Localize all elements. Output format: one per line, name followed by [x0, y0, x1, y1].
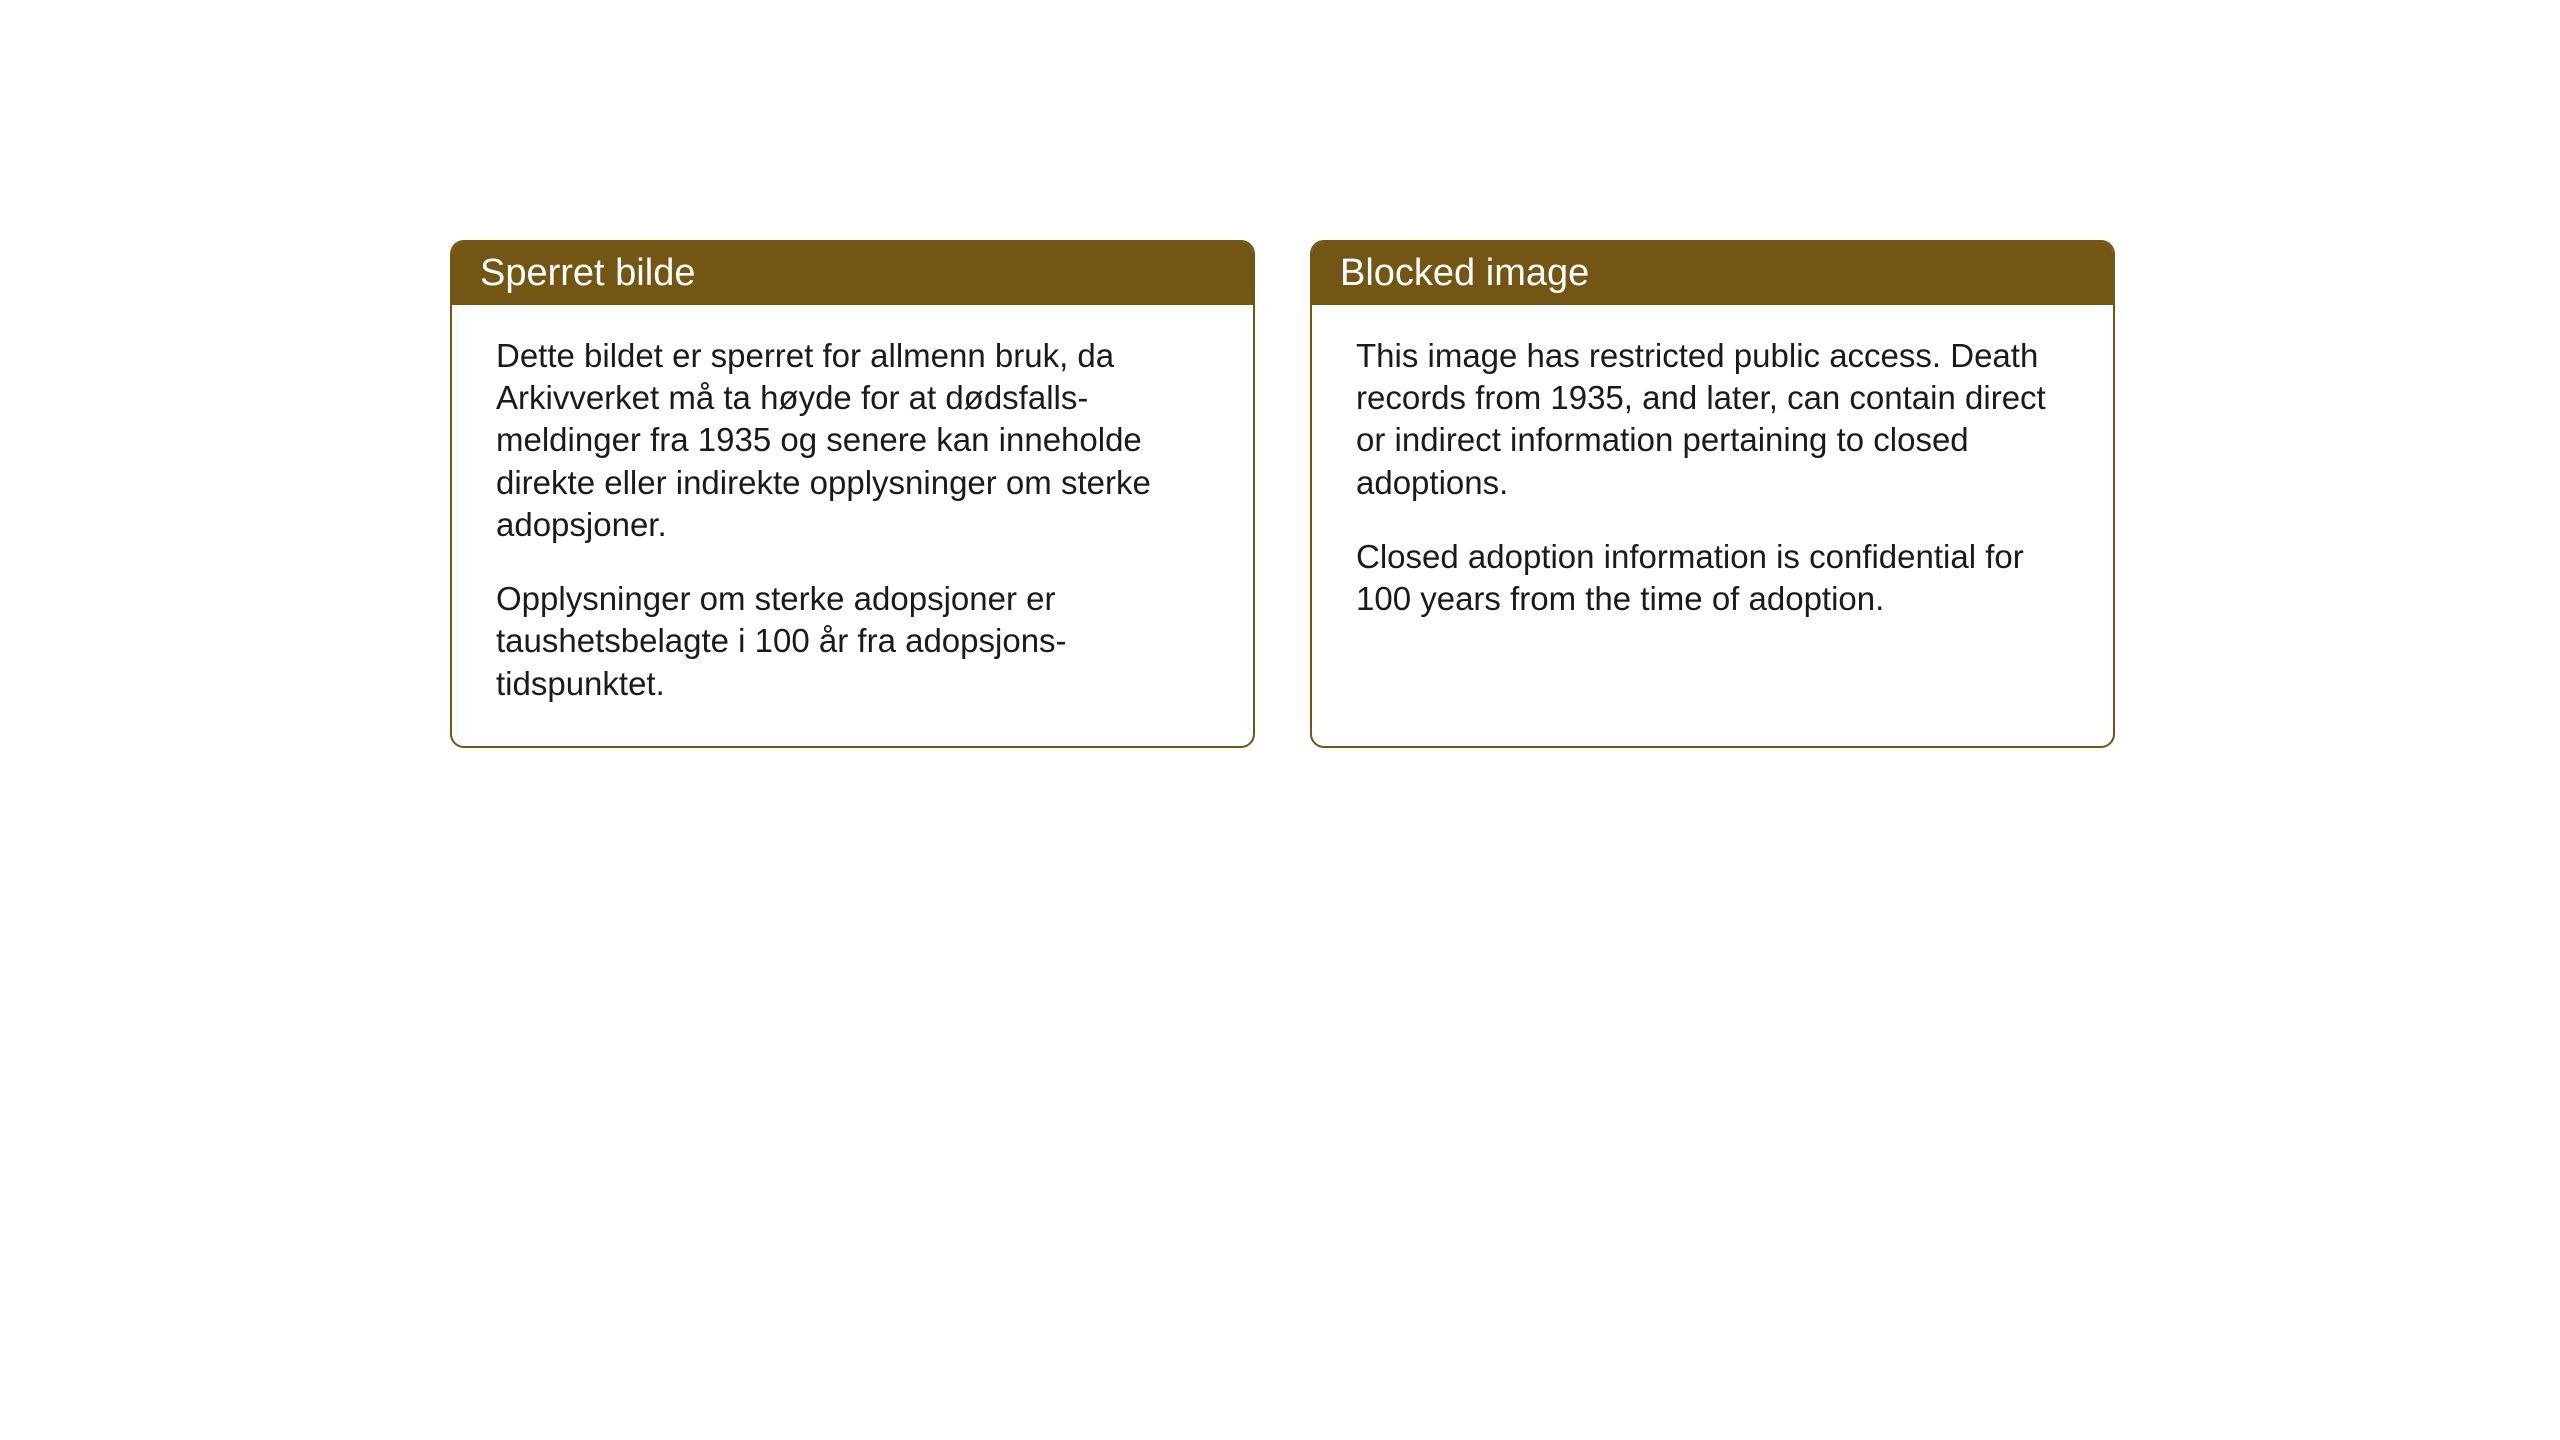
card-norwegian: Sperret bilde Dette bildet er sperret fo…	[450, 240, 1255, 748]
card-english-body: This image has restricted public access.…	[1312, 305, 2113, 660]
card-norwegian-body: Dette bildet er sperret for allmenn bruk…	[452, 305, 1253, 745]
card-english-header: Blocked image	[1312, 242, 2113, 305]
card-english-paragraph-1: This image has restricted public access.…	[1356, 335, 2069, 504]
card-norwegian-paragraph-1: Dette bildet er sperret for allmenn bruk…	[496, 335, 1209, 546]
card-norwegian-header: Sperret bilde	[452, 242, 1253, 305]
card-norwegian-paragraph-2: Opplysninger om sterke adopsjoner er tau…	[496, 578, 1209, 705]
card-norwegian-title: Sperret bilde	[480, 252, 695, 294]
card-english-paragraph-2: Closed adoption information is confident…	[1356, 536, 2069, 620]
card-english-title: Blocked image	[1340, 252, 1589, 294]
card-english: Blocked image This image has restricted …	[1310, 240, 2115, 748]
cards-container: Sperret bilde Dette bildet er sperret fo…	[450, 240, 2115, 748]
